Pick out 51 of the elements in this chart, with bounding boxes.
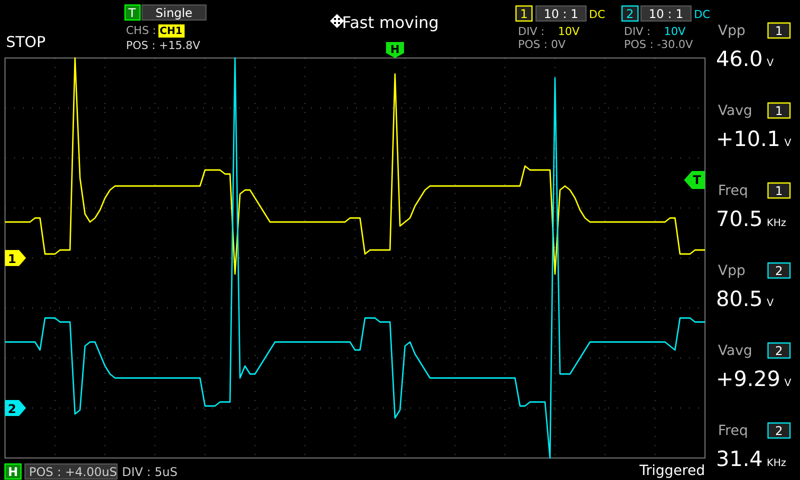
- text: 10V: [664, 25, 686, 38]
- text: STOP: [6, 33, 46, 51]
- text: +10.1: [716, 127, 780, 151]
- text: DC: [694, 8, 710, 21]
- text: 10 : 1: [648, 7, 684, 21]
- text: DIV :: [518, 25, 544, 38]
- text: POS : +15.8V: [126, 39, 201, 52]
- text: 2: [626, 7, 634, 21]
- text: 1: [775, 184, 783, 198]
- text: POS : -30.0V: [624, 38, 694, 51]
- text: 2: [775, 344, 783, 358]
- text: Triggered: [638, 463, 705, 479]
- text: POS : +4.00uS: [29, 465, 117, 479]
- text: Single: [156, 6, 192, 20]
- text: Vpp: [718, 23, 746, 39]
- text: Fast moving: [342, 13, 439, 32]
- text: V: [766, 58, 774, 69]
- text: Vavg: [718, 343, 752, 359]
- text: V: [766, 298, 774, 309]
- text: 10 : 1: [544, 7, 578, 21]
- annotation: T: [692, 173, 702, 187]
- text: 10V: [558, 25, 580, 38]
- text: Vavg: [718, 103, 752, 119]
- text: 2: [775, 264, 783, 278]
- text: Vpp: [718, 263, 746, 279]
- text: 46.0: [716, 47, 763, 71]
- text: 1: [8, 252, 16, 266]
- text: CHS :: [126, 24, 156, 37]
- text: 2: [775, 424, 783, 438]
- text: 2: [8, 402, 16, 416]
- text: +9.29: [716, 367, 780, 391]
- text: Freq: [718, 423, 748, 439]
- text: H: [8, 465, 18, 479]
- text: 1: [775, 24, 783, 38]
- text: 1: [520, 7, 528, 21]
- text: H: [390, 43, 400, 56]
- text: KHz: [766, 458, 786, 469]
- text: T: [127, 6, 136, 20]
- text: V: [784, 138, 792, 149]
- text: 1: [775, 104, 783, 118]
- text: DC: [589, 8, 606, 21]
- text: POS : 0V: [518, 38, 566, 51]
- text: DIV : 5uS: [122, 465, 178, 479]
- text: Freq: [718, 183, 748, 199]
- text: KHz: [766, 218, 786, 229]
- text: 70.5: [716, 207, 763, 231]
- text: CH1: [160, 26, 182, 37]
- text: 31.4: [716, 447, 763, 471]
- text: V: [784, 378, 792, 389]
- text: 80.5: [716, 287, 763, 311]
- text: DIV :: [624, 25, 650, 38]
